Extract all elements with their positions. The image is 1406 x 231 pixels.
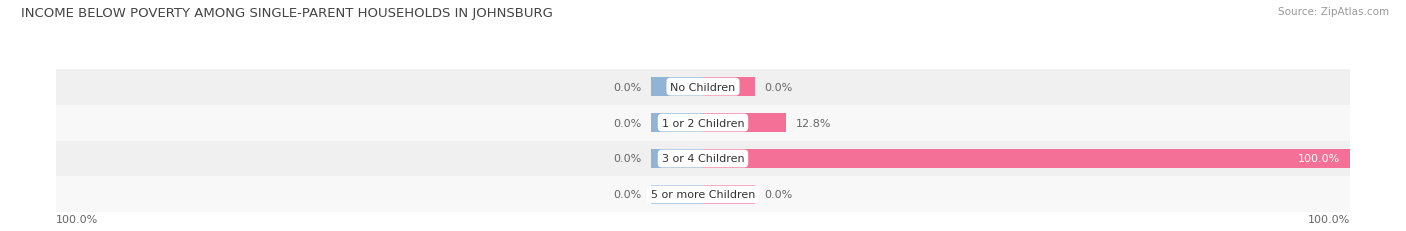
Text: 3 or 4 Children: 3 or 4 Children: [662, 154, 744, 164]
Bar: [651, 149, 703, 168]
Text: 0.0%: 0.0%: [613, 118, 641, 128]
Bar: [56, 105, 1350, 141]
Text: 0.0%: 0.0%: [613, 190, 641, 200]
Bar: [703, 185, 755, 204]
Bar: [703, 149, 1350, 168]
Bar: [56, 177, 1350, 213]
Text: 12.8%: 12.8%: [796, 118, 831, 128]
Bar: [651, 185, 703, 204]
Text: 0.0%: 0.0%: [765, 82, 793, 92]
Text: 1 or 2 Children: 1 or 2 Children: [662, 118, 744, 128]
Bar: [651, 114, 703, 132]
Text: 100.0%: 100.0%: [1298, 154, 1340, 164]
Text: 0.0%: 0.0%: [613, 154, 641, 164]
Text: 0.0%: 0.0%: [613, 82, 641, 92]
Text: Source: ZipAtlas.com: Source: ZipAtlas.com: [1278, 7, 1389, 17]
Bar: [56, 69, 1350, 105]
Text: No Children: No Children: [671, 82, 735, 92]
Bar: [651, 78, 703, 97]
Text: 0.0%: 0.0%: [765, 190, 793, 200]
Bar: [703, 78, 755, 97]
Text: 100.0%: 100.0%: [1308, 214, 1350, 225]
Text: INCOME BELOW POVERTY AMONG SINGLE-PARENT HOUSEHOLDS IN JOHNSBURG: INCOME BELOW POVERTY AMONG SINGLE-PARENT…: [21, 7, 553, 20]
Bar: [703, 114, 786, 132]
Text: 5 or more Children: 5 or more Children: [651, 190, 755, 200]
Bar: [56, 141, 1350, 177]
Text: 100.0%: 100.0%: [56, 214, 98, 225]
